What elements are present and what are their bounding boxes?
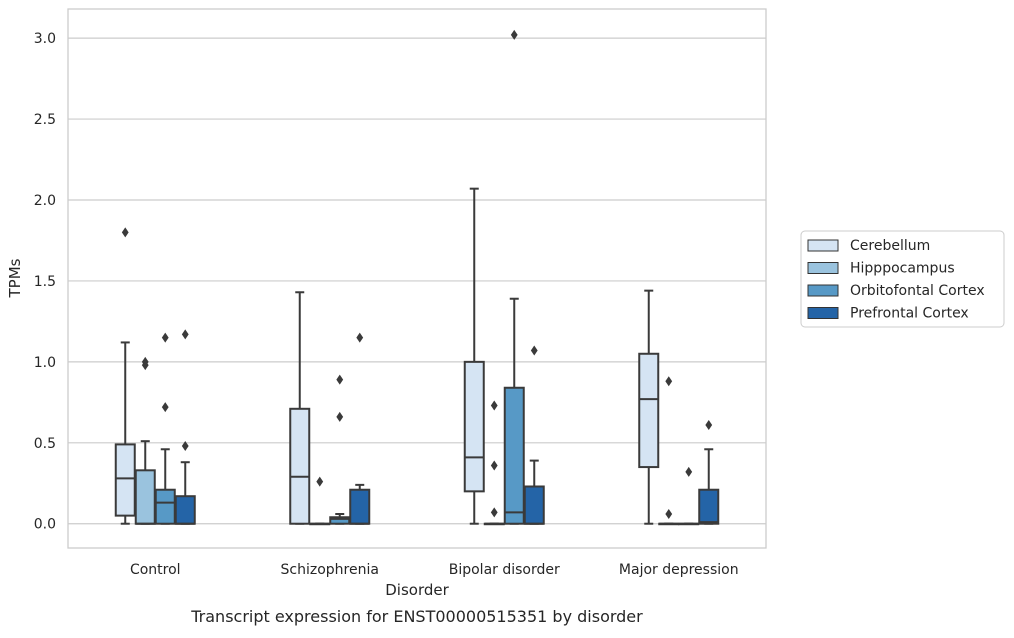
outlier-point: [356, 332, 364, 343]
outlier-point: [181, 441, 189, 452]
outlier-point: [336, 374, 344, 385]
y-tick-label: 2.0: [34, 193, 56, 209]
legend-label: Cerebellum: [850, 238, 930, 254]
box-group: [678, 466, 700, 526]
outlier-point: [530, 345, 538, 356]
box-group: [329, 374, 351, 525]
y-tick-label: 0.5: [34, 436, 56, 452]
box-iqr: [289, 407, 311, 525]
box-group: [658, 376, 680, 526]
box-group: [154, 332, 176, 525]
outlier-point: [161, 402, 169, 413]
outlier-point: [490, 507, 498, 518]
outlier-point: [510, 29, 518, 40]
grid-lines: [68, 37, 766, 525]
box-group: [523, 345, 545, 525]
box-group: [463, 187, 485, 525]
legend-swatch: [807, 307, 839, 319]
box-iqr: [174, 495, 196, 525]
x-tick-label: Schizophrenia: [281, 562, 379, 578]
legend-label: Prefrontal Cortex: [850, 306, 969, 322]
y-tick-label: 1.5: [34, 274, 56, 290]
box-group: [309, 476, 331, 526]
legend-swatch: [807, 284, 839, 297]
outlier-point: [685, 466, 693, 477]
y-tick-label: 3.0: [34, 31, 56, 47]
plot-frame: [67, 8, 767, 549]
legend-frame: [800, 230, 1005, 328]
x-tick-label: Control: [130, 562, 181, 578]
legend: Cerebellum Hipppocampus Orbitofontal Corte…: [800, 230, 1005, 328]
box-group: [134, 356, 156, 525]
box-iqr: [698, 488, 720, 525]
box-iqr: [134, 469, 156, 525]
x-tick-label: Major depression: [619, 562, 739, 578]
y-axis-label: TPMs: [6, 258, 24, 298]
box-iqr: [638, 352, 660, 469]
x-axis: Control Schizophrenia Bipolar disorder Majo…: [130, 562, 739, 578]
outlier-point: [121, 227, 129, 238]
outlier-point: [336, 411, 344, 422]
y-tick-label: 1.0: [34, 355, 56, 371]
box-iqr: [349, 488, 371, 525]
legend-swatch: [807, 239, 839, 252]
outlier-point: [490, 400, 498, 411]
box-iqr: [503, 386, 525, 525]
box-iqr: [523, 485, 545, 525]
x-tick-label: Bipolar disorder: [449, 562, 560, 578]
y-tick-label: 0.0: [34, 517, 56, 533]
box-group: [503, 29, 525, 525]
outlier-point: [665, 376, 673, 387]
outlier-point: [141, 356, 149, 367]
box-group: [638, 289, 660, 525]
outlier-point: [705, 419, 713, 430]
legend-label: Hipppocampus: [850, 261, 955, 277]
outlier-point: [665, 509, 673, 520]
box-group: [289, 291, 311, 525]
box-series: [114, 29, 720, 526]
outlier-point: [181, 329, 189, 340]
box-iqr: [154, 488, 176, 525]
outlier-point: [316, 476, 324, 487]
outlier-point: [490, 460, 498, 471]
box-iqr: [463, 360, 485, 493]
box-group: [114, 227, 136, 525]
legend-swatch: [807, 262, 839, 274]
chart-caption: Transcript expression for ENST0000051535…: [190, 607, 643, 626]
outlier-point: [161, 332, 169, 343]
box-group: [698, 419, 720, 525]
box-group: [483, 400, 505, 526]
x-axis-label: Disorder: [385, 581, 449, 599]
y-axis: 0.0 0.5 1.0 1.5 2.0 2.5 3.0: [34, 31, 56, 533]
box-group: [174, 329, 196, 525]
box-iqr: [114, 443, 136, 517]
box-group: [349, 332, 371, 525]
y-tick-label: 2.5: [34, 112, 56, 128]
legend-label: Orbitofontal Cortex: [850, 283, 985, 299]
